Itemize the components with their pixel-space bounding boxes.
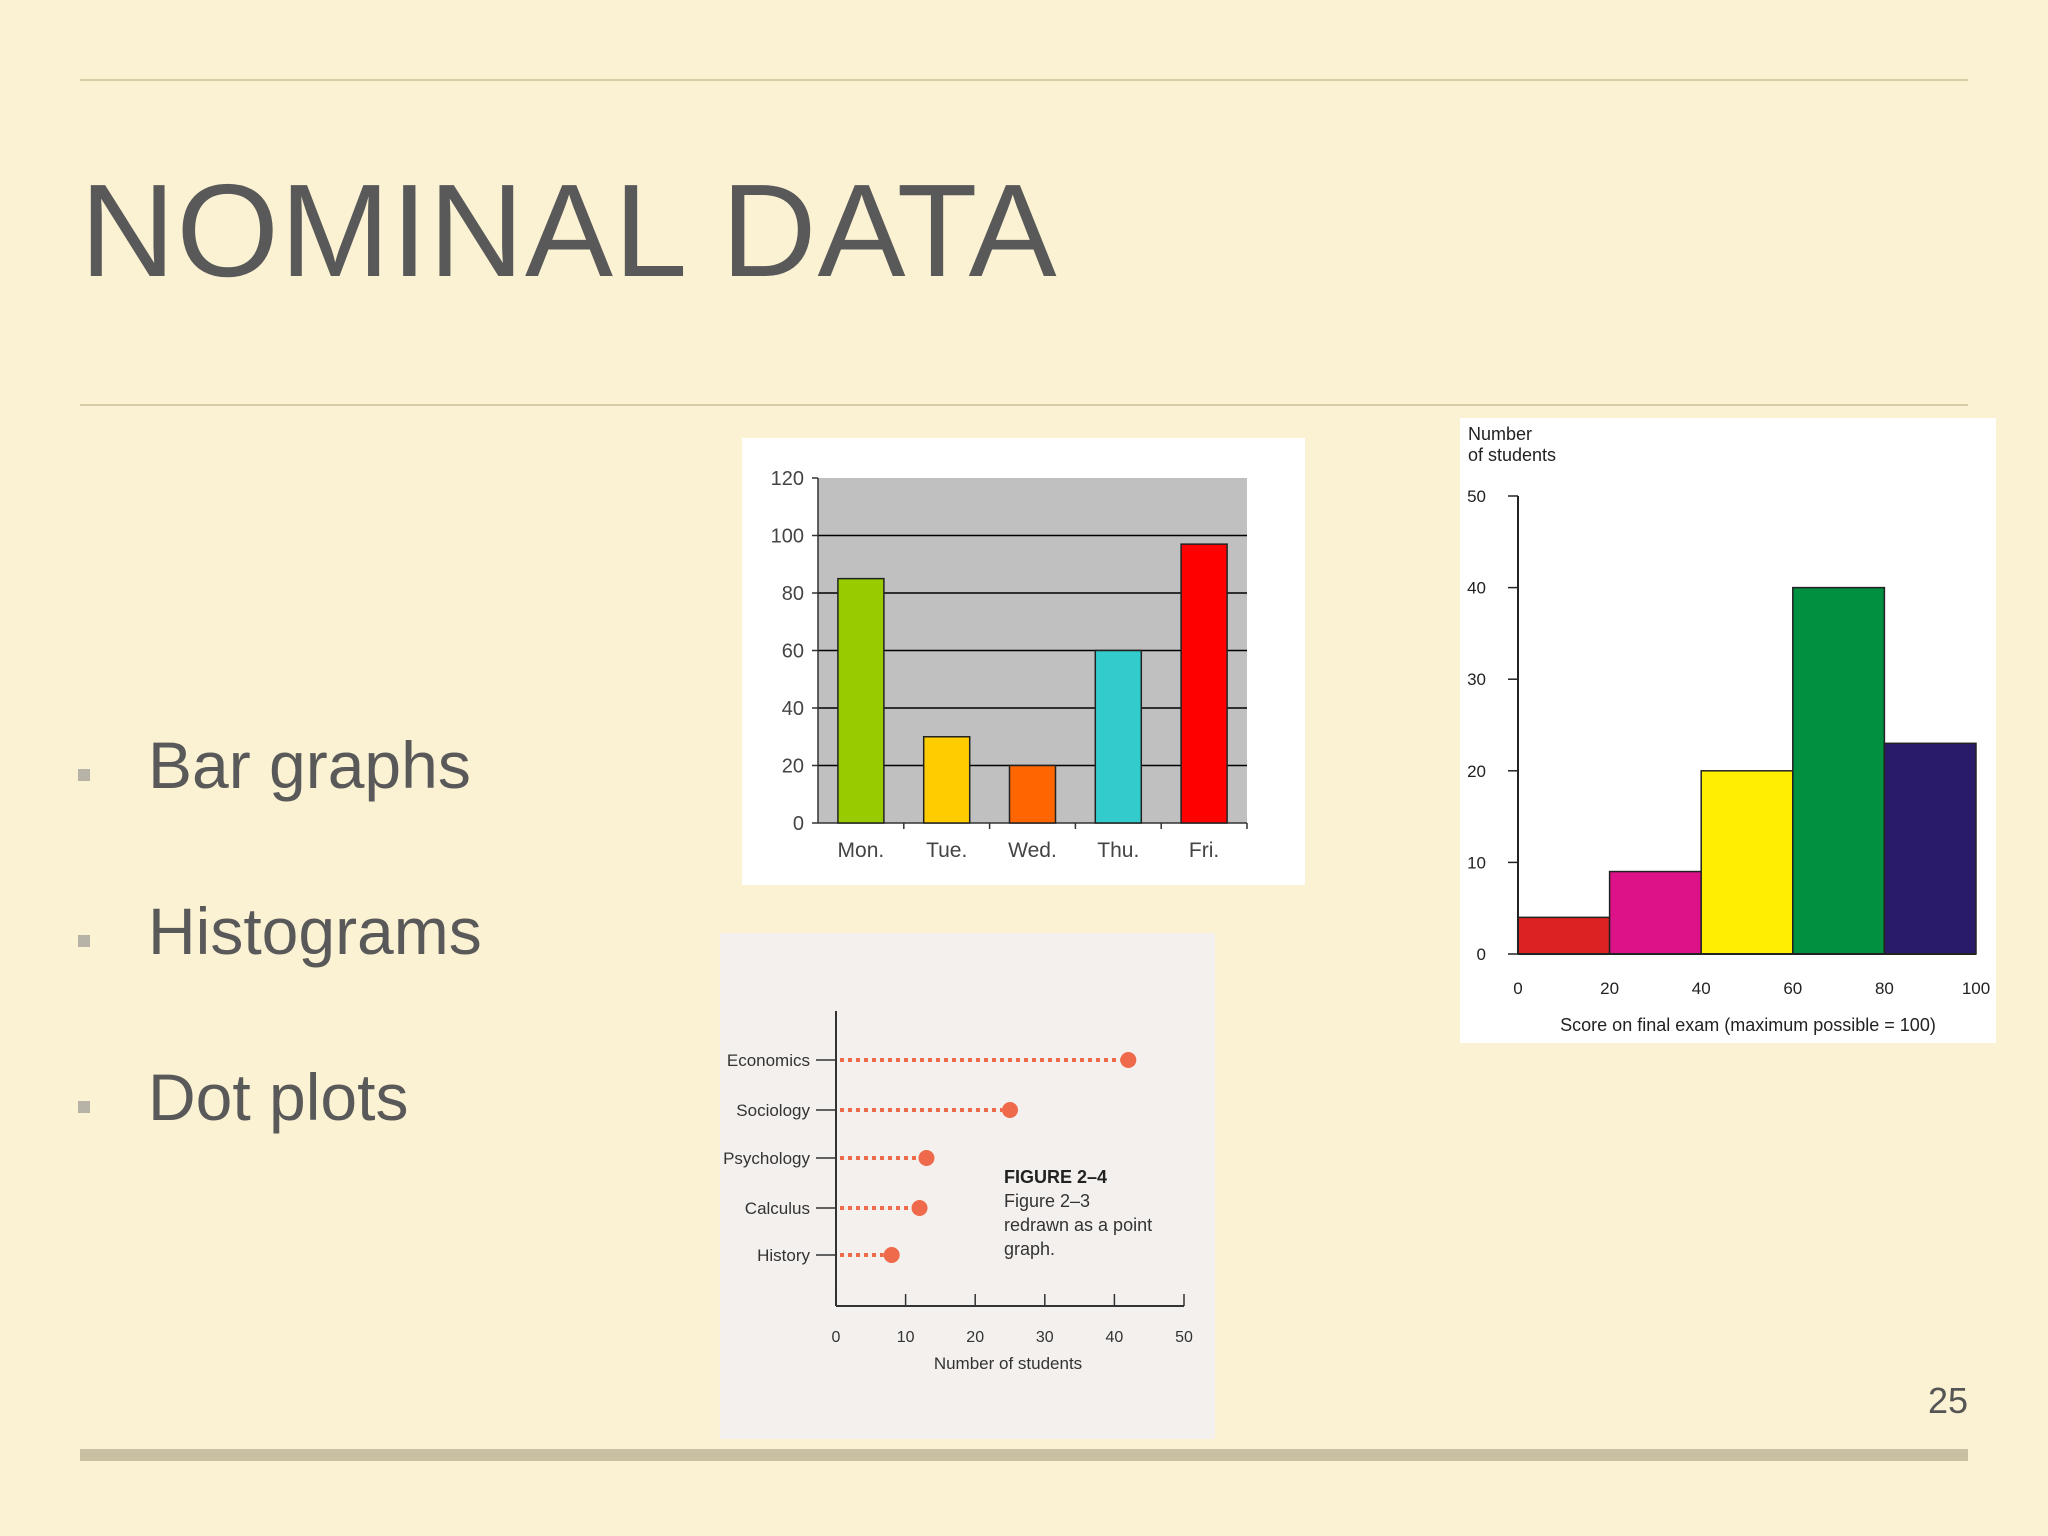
y-tick-label: 20 <box>782 756 804 778</box>
y-tick-label: 50 <box>1467 487 1486 506</box>
category-label: History <box>757 1246 810 1265</box>
x-tick-label: Fri. <box>1189 839 1219 862</box>
y-tick-label: 0 <box>1477 945 1486 964</box>
x-tick-label: Mon. <box>838 839 885 862</box>
y-tick-label: 10 <box>1467 853 1486 872</box>
histogram-bar <box>1608 870 1702 955</box>
y-tick-label: 30 <box>1467 670 1486 689</box>
title-rule <box>80 404 1968 406</box>
bar <box>1180 543 1228 824</box>
bullet-text: Bar graphs <box>148 728 471 802</box>
y-tick-label: 60 <box>782 641 804 663</box>
x-tick-label: Wed. <box>1008 839 1057 862</box>
x-tick-label: Thu. <box>1097 839 1139 862</box>
x-axis-label: Number of students <box>934 1354 1082 1373</box>
top-rule <box>80 79 1968 81</box>
x-tick-label: 30 <box>1036 1329 1054 1346</box>
histogram-panel: Number of students 0 10 20 30 40 50 0 20 40 60 80 100… <box>1460 418 1996 1043</box>
histogram-bar <box>1883 742 1977 955</box>
histogram-bar <box>1700 770 1794 955</box>
y-tick-label: 120 <box>771 468 804 490</box>
data-dot <box>1002 1102 1018 1118</box>
data-dot <box>918 1150 935 1166</box>
figure-caption-line: Figure 2–3 <box>1004 1191 1090 1211</box>
x-axis-label: Score on final exam (maximum possible = … <box>1560 1015 1936 1035</box>
figure-heading: FIGURE 2–4 <box>1004 1167 1107 1187</box>
bar <box>922 736 971 824</box>
data-dot <box>1120 1052 1137 1068</box>
category-label: Sociology <box>736 1101 810 1120</box>
data-dot <box>883 1247 900 1263</box>
figure-caption-line: redrawn as a point <box>1004 1215 1152 1235</box>
bar <box>837 577 885 824</box>
bar <box>1094 649 1143 824</box>
bullet-icon <box>78 769 90 781</box>
x-tick-label: 0 <box>832 1329 841 1346</box>
bar <box>1008 764 1057 824</box>
y-axis-label: of students <box>1468 445 1556 465</box>
x-tick-label: 40 <box>1692 979 1711 998</box>
x-tick-label: 10 <box>897 1329 915 1346</box>
y-tick-label: 20 <box>1467 762 1486 781</box>
bar-chart-panel: 0 20 40 60 80 100 120 Mon. Tue. Wed. Thu. Fri. <box>742 438 1305 885</box>
histogram-bar <box>1517 916 1611 955</box>
histogram-bar <box>1792 586 1886 955</box>
page-number: 25 <box>1927 1380 1968 1421</box>
y-tick-label: 40 <box>1467 579 1486 598</box>
bullet-icon <box>78 935 90 947</box>
bullet-icon <box>78 1101 90 1113</box>
page-title: NOMINAL DATA <box>80 157 1058 304</box>
bottom-rule <box>80 1449 1968 1461</box>
x-tick-label: 50 <box>1175 1329 1193 1346</box>
x-tick-label: 0 <box>1513 979 1522 998</box>
bullet-text: Dot plots <box>148 1060 409 1134</box>
y-axis-label: Number <box>1468 424 1532 444</box>
bullet-text: Histograms <box>148 894 482 968</box>
y-tick-label: 100 <box>771 526 804 548</box>
data-dot <box>911 1200 928 1216</box>
bar-chart: 0 20 40 60 80 100 120 Mon. Tue. Wed. Thu. Fri. <box>771 468 1248 862</box>
x-tick-label: 80 <box>1875 979 1894 998</box>
y-tick-label: 40 <box>782 698 804 720</box>
x-tick-label: 40 <box>1106 1329 1124 1346</box>
x-tick-label: Tue. <box>926 839 967 862</box>
dot-plot-panel: Economics Sociology Psychology Calculus Hist… <box>720 933 1215 1439</box>
x-tick-label: 20 <box>966 1329 984 1346</box>
dot-plot-chart: Economics Sociology Psychology Calculus Hist… <box>723 1011 1193 1373</box>
category-label: Psychology <box>723 1149 810 1168</box>
figure-caption-line: graph. <box>1004 1239 1055 1259</box>
x-tick-label: 20 <box>1600 979 1619 998</box>
y-tick-label: 80 <box>782 583 804 605</box>
x-tick-label: 60 <box>1783 979 1802 998</box>
category-label: Calculus <box>745 1199 810 1218</box>
x-tick-label: 100 <box>1962 979 1990 998</box>
y-tick-label: 0 <box>793 813 804 835</box>
category-label: Economics <box>727 1051 810 1070</box>
